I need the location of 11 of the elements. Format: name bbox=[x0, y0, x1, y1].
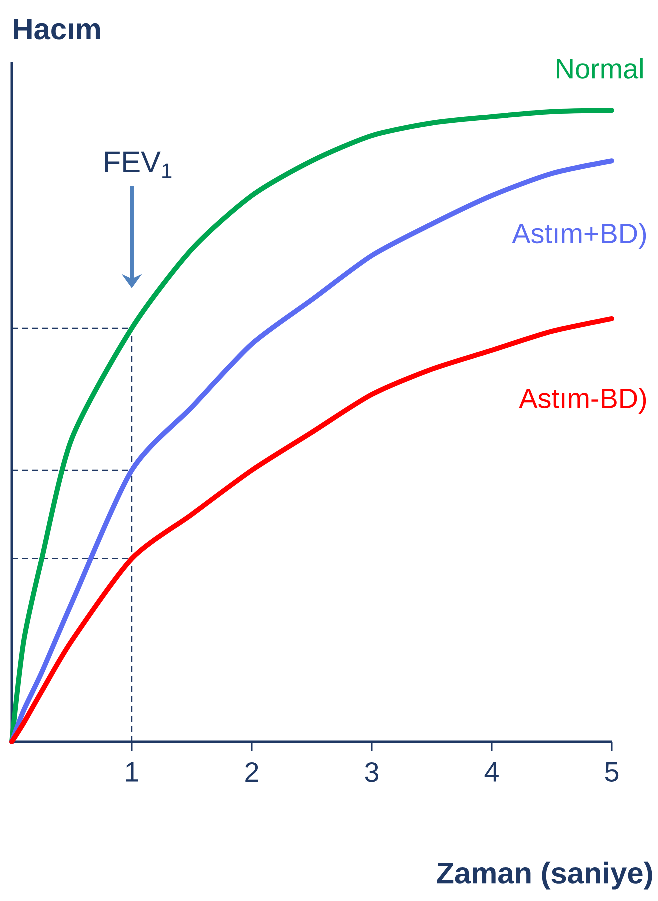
series-label: Normal bbox=[557, 58, 643, 79]
x-axis-title: Zaman (saniye) bbox=[437, 862, 652, 890]
series-label: Astım-BD) bbox=[519, 388, 646, 414]
x-tick-label: 4 bbox=[484, 762, 499, 782]
annotation: FEV$_{1}$ bbox=[105, 152, 172, 178]
series-label: Astım+BD) bbox=[512, 223, 646, 250]
x-tick-label: 3 bbox=[365, 762, 379, 782]
y-axis-title: Hacım bbox=[14, 18, 100, 40]
x-tick-label: 5 bbox=[605, 762, 619, 782]
x-tick-label: 1 bbox=[126, 762, 138, 782]
x-tick-label: 2 bbox=[246, 762, 258, 782]
